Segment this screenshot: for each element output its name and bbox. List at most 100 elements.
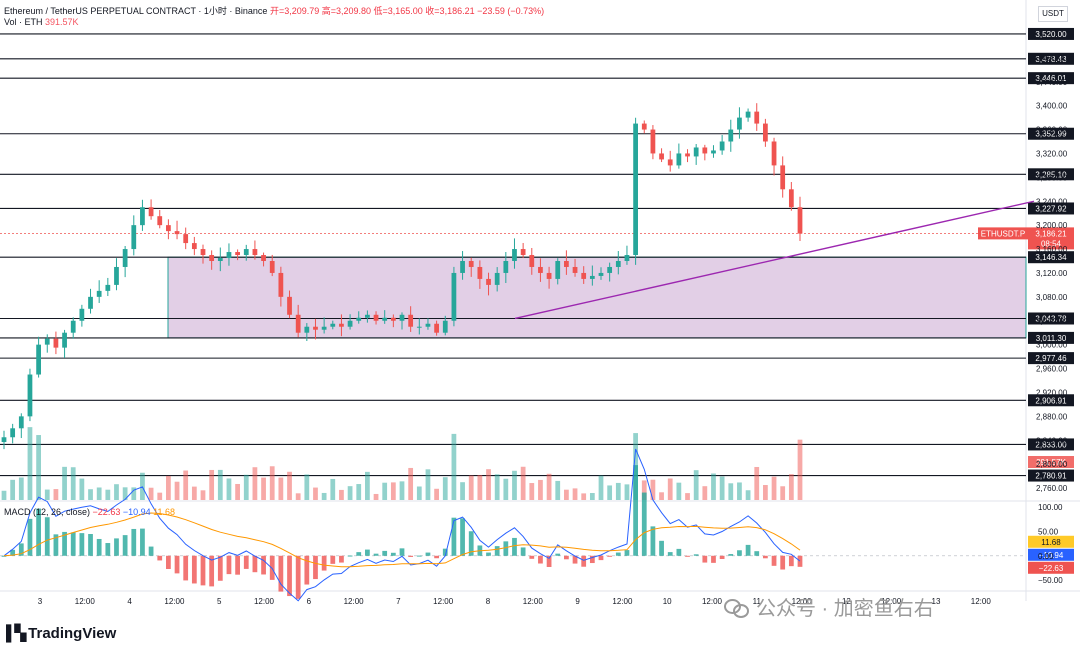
candle-body: [425, 323, 431, 327]
candle-body: [365, 314, 370, 318]
volume-bar: [252, 467, 258, 500]
volume-bar: [183, 470, 189, 500]
volume-bar: [468, 475, 474, 500]
candle-body: [18, 416, 24, 429]
candle-body: [416, 326, 422, 328]
time-tick-label: 11: [753, 597, 762, 606]
macd-histogram-bar: [442, 548, 448, 556]
macd-value-label: −10.94: [1039, 551, 1064, 560]
macd-histogram-bar: [546, 555, 552, 567]
macd-layer: 11.68−10.94−22.63: [0, 448, 1074, 602]
time-tick-label: 12:00: [792, 597, 813, 606]
candle-body: [667, 159, 673, 166]
candle-body: [157, 216, 163, 226]
last-price-symbol: ETHUSDT.P: [981, 229, 1025, 238]
candle-body: [174, 231, 180, 235]
volume-bar: [365, 471, 370, 500]
macd-histogram-bar: [217, 555, 223, 581]
macd-histogram-bar: [347, 555, 353, 557]
candle-body: [36, 344, 41, 375]
candle-body: [685, 153, 690, 157]
tradingview-logo[interactable]: ▌▚ TradingView: [6, 624, 117, 643]
macd-histogram-bar: [157, 555, 163, 561]
currency-unit-button[interactable]: USDT: [1038, 6, 1068, 22]
time-tick-label: 6: [307, 597, 312, 606]
macd-histogram-bar: [711, 555, 716, 563]
candle-body: [763, 123, 768, 142]
candle-body: [347, 320, 353, 327]
macd-line-value: −10.94: [122, 507, 151, 517]
tradingview-brand: TradingView: [28, 624, 117, 642]
macd-histogram-bar: [18, 543, 24, 556]
volume-bar: [278, 477, 284, 500]
level-label: 3,478.43: [1035, 55, 1067, 64]
macd-line: [3, 448, 801, 602]
volume-bar: [434, 488, 439, 500]
candle-body: [503, 261, 509, 273]
volume-bar: [728, 483, 734, 500]
candle-body: [615, 261, 621, 267]
volume-label: Vol · ETH: [4, 17, 43, 27]
volume-bar: [339, 489, 344, 500]
macd-histogram-bar: [191, 555, 197, 584]
price-tick-label: 3,040.00: [1036, 317, 1068, 326]
candle-body: [598, 272, 604, 276]
volume-bar: [598, 475, 604, 500]
time-tick-label: 3: [38, 597, 43, 606]
macd-histogram-bar: [226, 555, 232, 575]
volume-bar: [711, 473, 716, 500]
macd-histogram-bar: [434, 555, 439, 559]
volume-bar: [624, 484, 630, 500]
candle-body: [564, 261, 569, 267]
volume-bar: [719, 476, 725, 500]
macd-histogram-bar: [339, 555, 344, 563]
level-label-box: [1028, 52, 1074, 65]
macd-histogram-bar: [737, 550, 742, 556]
candle-body: [88, 296, 93, 309]
time-tick-label: 12:00: [523, 597, 544, 606]
volume-bar: [538, 479, 543, 500]
candle-body: [737, 117, 742, 130]
macd-histogram-bar: [53, 534, 59, 556]
macd-histogram-bar: [538, 555, 543, 564]
macd-histogram-bar: [771, 555, 777, 566]
macd-histogram-bar: [252, 555, 258, 573]
macd-value-box: [1028, 535, 1074, 548]
candle-body: [399, 314, 405, 321]
volume-bar: [235, 483, 240, 500]
symbol-header[interactable]: Ethereum / TetherUS PERPETUAL CONTRACT ·…: [4, 4, 544, 17]
watermark-text: 公众号 · 加密鱼右右: [756, 598, 934, 620]
candle-body: [10, 428, 16, 438]
time-tick-label: 9: [575, 597, 580, 606]
time-tick-label: 12:00: [971, 597, 992, 606]
symbol-title[interactable]: Ethereum / TetherUS PERPETUAL CONTRACT ·…: [4, 6, 268, 16]
candle-body: [589, 275, 595, 279]
candle-body: [581, 272, 587, 279]
time-tick-label: 5: [217, 597, 222, 606]
level-label-box: [1028, 251, 1074, 264]
price-tick-label: 2,800.00: [1036, 460, 1068, 469]
macd-histogram-bar: [261, 555, 266, 575]
macd-histogram-bar: [105, 543, 111, 556]
price-tick-label: 3,400.00: [1036, 102, 1068, 111]
level-label-box: [1028, 469, 1074, 482]
candle-body: [486, 278, 491, 285]
volume-bar: [373, 493, 379, 500]
tradingview-logo-icon: ▌▚: [6, 625, 26, 642]
macd-histogram-bar: [763, 555, 768, 559]
candle-body: [494, 272, 500, 285]
candle-body: [321, 326, 327, 330]
candle-body: [676, 153, 682, 166]
candle-body: [529, 255, 535, 267]
macd-histogram-bar: [512, 537, 517, 556]
macd-histogram-bar: [114, 538, 119, 556]
volume-bar: [114, 484, 119, 500]
macd-histogram-bar: [96, 538, 102, 556]
volume-header[interactable]: Vol · ETH 391.57K: [4, 17, 79, 27]
macd-histogram-bar: [88, 534, 93, 556]
macd-header[interactable]: MACD (12, 26, close) −22.63 −10.94 11.68: [4, 507, 175, 517]
macd-histogram-bar: [287, 555, 292, 597]
candle-body: [520, 249, 526, 256]
